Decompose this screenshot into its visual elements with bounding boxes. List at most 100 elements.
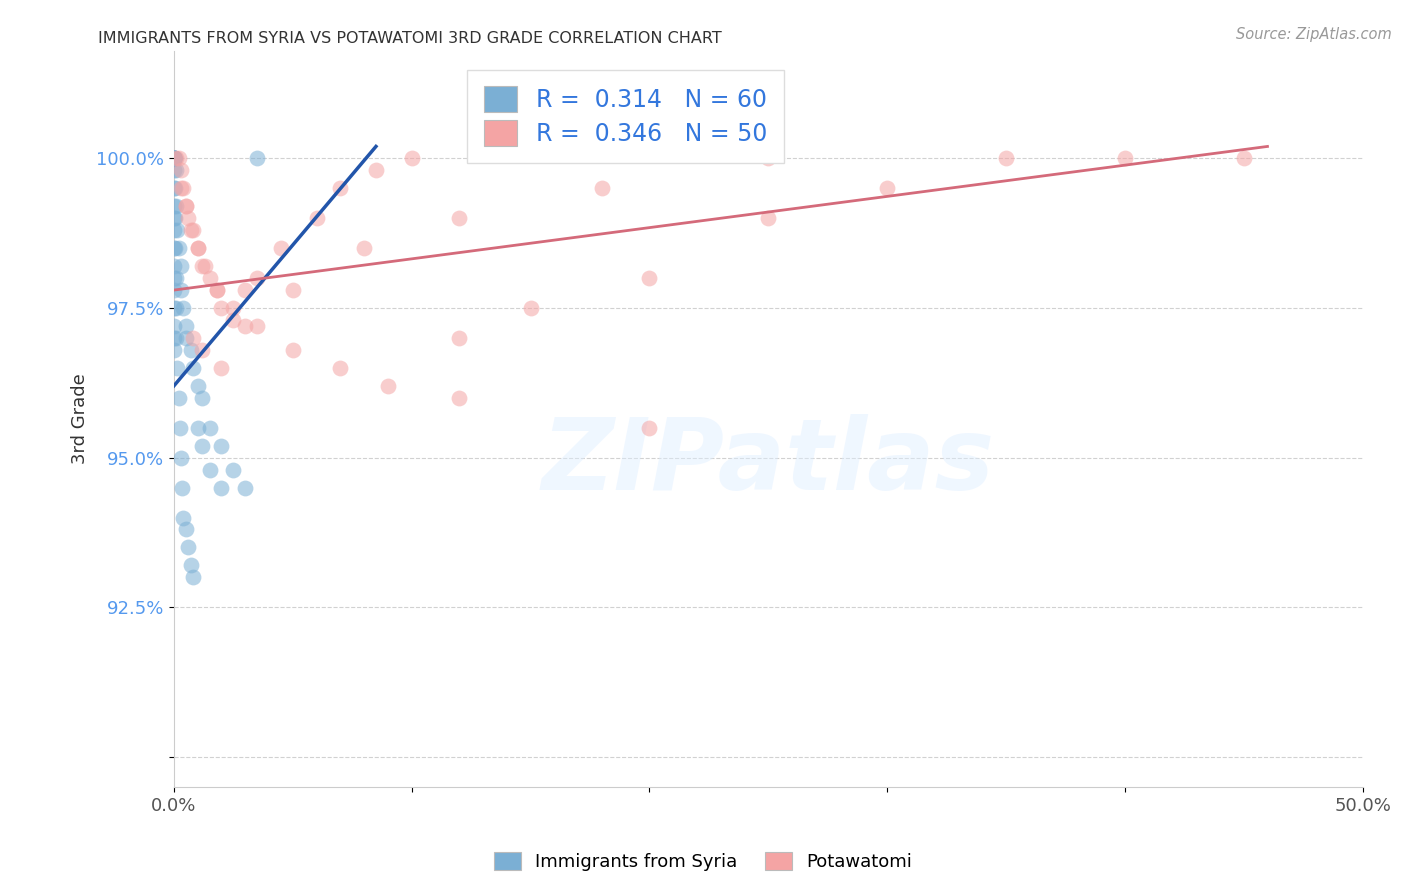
Point xyxy=(191,391,214,405)
Point xyxy=(187,421,209,435)
Point xyxy=(222,462,245,476)
Point xyxy=(756,152,779,166)
Point xyxy=(181,360,204,375)
Point xyxy=(165,199,187,213)
Point xyxy=(180,558,202,573)
Point xyxy=(165,301,187,315)
Point xyxy=(165,181,187,195)
Point xyxy=(165,152,187,166)
Point xyxy=(181,331,204,345)
Point xyxy=(165,152,187,166)
Point xyxy=(167,241,190,255)
Point xyxy=(281,343,304,357)
Point xyxy=(191,439,214,453)
Point xyxy=(172,481,194,495)
Point xyxy=(177,211,200,226)
Point xyxy=(169,421,191,435)
Point xyxy=(401,152,423,166)
Point xyxy=(246,318,269,333)
Point xyxy=(174,199,197,213)
Point xyxy=(233,481,256,495)
Point xyxy=(170,181,193,195)
Point xyxy=(163,211,186,226)
Point xyxy=(163,259,186,273)
Point xyxy=(163,318,186,333)
Point xyxy=(170,450,193,465)
Point xyxy=(270,241,292,255)
Point xyxy=(172,301,194,315)
Point xyxy=(163,152,186,166)
Legend: R =  0.314   N = 60, R =  0.346   N = 50: R = 0.314 N = 60, R = 0.346 N = 50 xyxy=(467,70,783,162)
Point xyxy=(638,271,661,285)
Point xyxy=(163,152,186,166)
Point xyxy=(191,343,214,357)
Point xyxy=(211,439,233,453)
Point xyxy=(222,301,245,315)
Point xyxy=(205,283,228,297)
Text: Source: ZipAtlas.com: Source: ZipAtlas.com xyxy=(1236,27,1392,42)
Legend: Immigrants from Syria, Potawatomi: Immigrants from Syria, Potawatomi xyxy=(486,845,920,879)
Point xyxy=(163,152,186,166)
Point xyxy=(163,199,186,213)
Point xyxy=(876,181,898,195)
Point xyxy=(211,360,233,375)
Point xyxy=(167,391,190,405)
Point xyxy=(170,259,193,273)
Point xyxy=(205,283,228,297)
Point xyxy=(449,391,471,405)
Point xyxy=(1114,152,1136,166)
Point xyxy=(281,283,304,297)
Point xyxy=(191,259,214,273)
Point xyxy=(165,331,187,345)
Point xyxy=(166,360,188,375)
Point xyxy=(198,421,221,435)
Point xyxy=(163,152,186,166)
Point xyxy=(163,181,186,195)
Point xyxy=(449,331,471,345)
Text: ZIPatlas: ZIPatlas xyxy=(541,415,995,511)
Point xyxy=(329,181,352,195)
Point xyxy=(756,211,779,226)
Point xyxy=(994,152,1017,166)
Point xyxy=(163,152,186,166)
Point xyxy=(187,241,209,255)
Point xyxy=(165,271,187,285)
Point xyxy=(163,331,186,345)
Point xyxy=(449,211,471,226)
Point xyxy=(364,163,387,178)
Point xyxy=(163,152,186,166)
Point xyxy=(591,181,613,195)
Point xyxy=(233,283,256,297)
Point xyxy=(165,163,187,178)
Point xyxy=(246,271,269,285)
Text: IMMIGRANTS FROM SYRIA VS POTAWATOMI 3RD GRADE CORRELATION CHART: IMMIGRANTS FROM SYRIA VS POTAWATOMI 3RD … xyxy=(98,31,723,46)
Point xyxy=(174,523,197,537)
Point xyxy=(165,211,187,226)
Point xyxy=(377,379,399,393)
Point xyxy=(181,223,204,237)
Point xyxy=(233,318,256,333)
Point xyxy=(180,343,202,357)
Point xyxy=(174,318,197,333)
Point xyxy=(172,181,194,195)
Point xyxy=(163,223,186,237)
Point xyxy=(211,301,233,315)
Point xyxy=(177,541,200,555)
Point xyxy=(163,163,186,178)
Point xyxy=(163,152,186,166)
Point xyxy=(329,360,352,375)
Point xyxy=(181,570,204,584)
Point xyxy=(246,152,269,166)
Point xyxy=(163,283,186,297)
Point xyxy=(180,223,202,237)
Point xyxy=(519,301,541,315)
Point xyxy=(172,510,194,524)
Point xyxy=(170,163,193,178)
Point xyxy=(174,199,197,213)
Point xyxy=(638,421,661,435)
Point xyxy=(187,379,209,393)
Point xyxy=(353,241,375,255)
Point xyxy=(187,241,209,255)
Y-axis label: 3rd Grade: 3rd Grade xyxy=(72,374,89,464)
Point xyxy=(174,331,197,345)
